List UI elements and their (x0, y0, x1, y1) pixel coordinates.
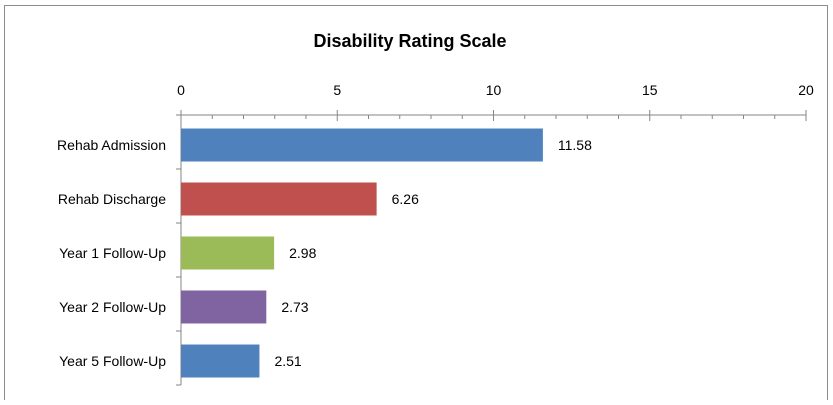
data-label: 11.58 (558, 137, 592, 153)
data-label: 2.51 (274, 353, 301, 369)
data-label: 2.73 (281, 299, 308, 315)
bar (181, 128, 543, 162)
chart-frame (4, 5, 828, 400)
labels: Rehab Admission 11.58 Rehab Discharge 6.26 Y… (57, 137, 592, 369)
x-tick-label: 5 (333, 82, 341, 98)
x-tick-label: 15 (642, 82, 658, 98)
x-tick-label: 20 (798, 82, 814, 98)
bar (181, 290, 267, 324)
category-label: Year 1 Follow-Up (59, 245, 166, 261)
x-tick-label: 0 (177, 82, 185, 98)
data-label: 2.98 (289, 245, 316, 261)
chart-title: Disability Rating Scale (313, 31, 506, 51)
category-label: Rehab Discharge (58, 191, 166, 207)
category-label: Year 5 Follow-Up (59, 353, 166, 369)
category-label: Year 2 Follow-Up (59, 299, 166, 315)
bar (181, 236, 275, 270)
data-label: 6.26 (392, 191, 419, 207)
bars (181, 128, 543, 378)
category-label: Rehab Admission (57, 137, 166, 153)
x-axis: 0 5 10 15 20 (176, 82, 814, 386)
x-tick-label: 10 (486, 82, 502, 98)
bar (181, 344, 260, 378)
bar (181, 182, 377, 216)
